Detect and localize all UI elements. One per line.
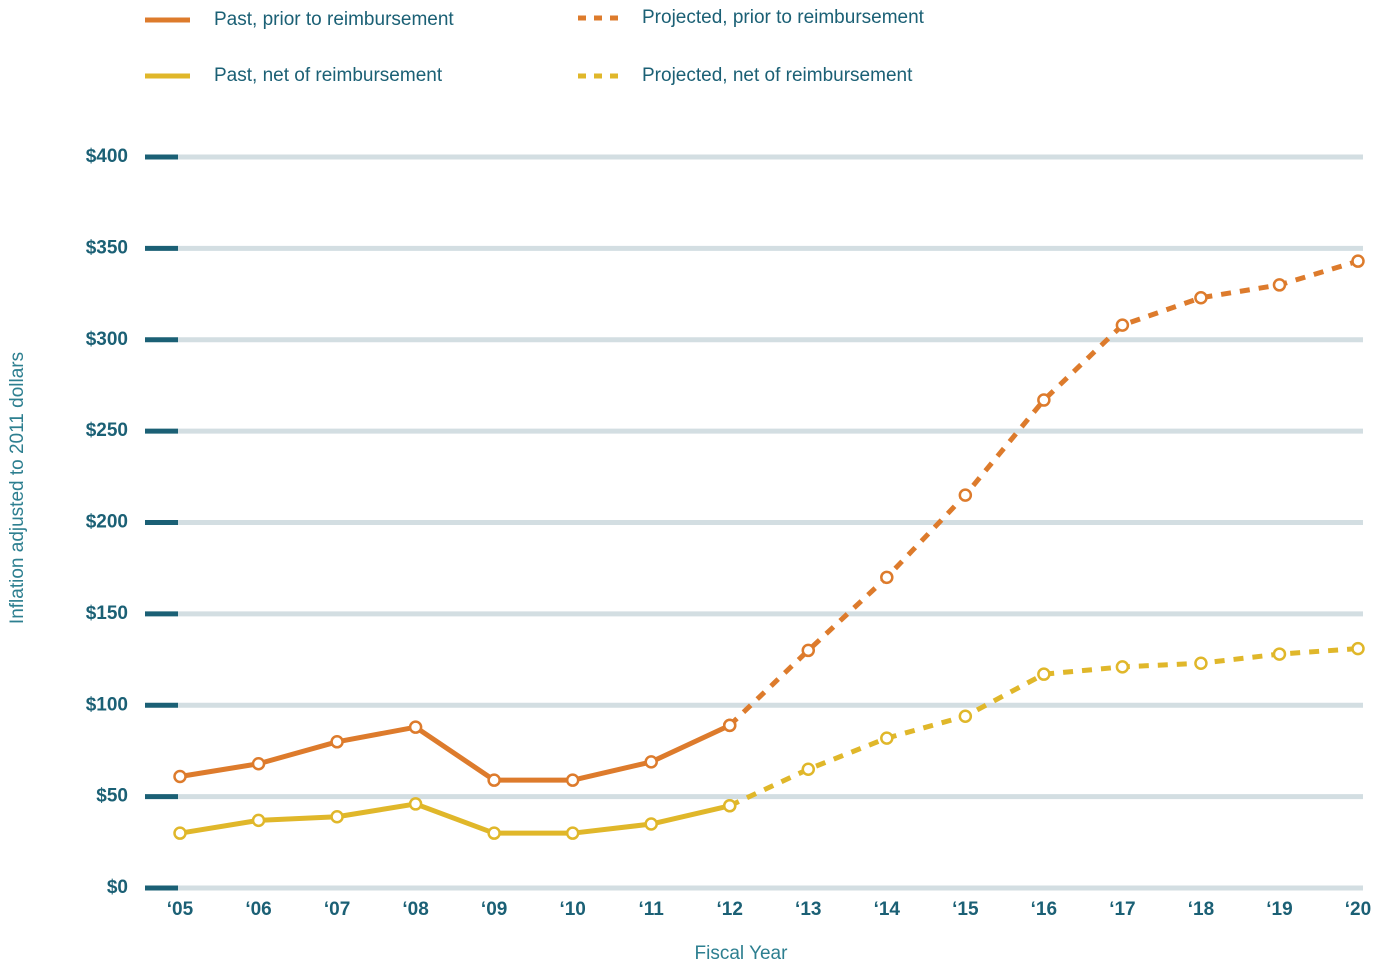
x-tick-label: ‘17 — [1109, 899, 1135, 920]
legend-label: Past, prior to reimbursement — [214, 9, 454, 30]
x-tick-label: ‘05 — [167, 899, 194, 920]
point-marker — [880, 731, 894, 745]
point-marker — [1272, 647, 1287, 661]
legend-label: Projected, prior to reimbursement — [642, 7, 925, 28]
y-tick-label: $300 — [86, 329, 128, 350]
point-marker — [1115, 318, 1130, 332]
x-tick-label: ‘10 — [559, 899, 585, 920]
point-marker — [801, 762, 816, 776]
point-marker — [1037, 667, 1051, 681]
point-marker — [251, 756, 266, 771]
point-marker — [1351, 254, 1365, 268]
point-marker — [408, 720, 423, 734]
x-tick-label: ‘20 — [1345, 899, 1371, 920]
series-line — [179, 723, 731, 783]
y-tick-label: $400 — [86, 146, 128, 167]
y-tick-label: $0 — [107, 877, 128, 898]
point-marker — [1351, 641, 1365, 656]
point-marker — [722, 799, 737, 813]
y-axis-title: Inflation adjusted to 2011 dollars — [7, 352, 28, 624]
point-marker — [565, 826, 580, 840]
y-tick-label: $350 — [86, 237, 128, 258]
series-line — [728, 258, 1359, 728]
point-marker — [330, 735, 344, 749]
x-axis-title: Fiscal Year — [695, 943, 789, 964]
x-tick-label: ‘15 — [952, 899, 979, 920]
point-marker — [1115, 660, 1130, 674]
point-marker — [644, 817, 658, 831]
series-line — [728, 646, 1359, 809]
x-tick-label: ‘12 — [717, 899, 743, 920]
y-tick-label: $250 — [86, 420, 128, 441]
point-marker — [1194, 656, 1208, 670]
point-marker — [330, 809, 344, 824]
point-marker — [408, 797, 423, 811]
point-marker — [958, 488, 973, 502]
point-marker — [251, 813, 266, 828]
point-marker — [1194, 290, 1208, 305]
x-tick-label: ‘16 — [1031, 899, 1057, 920]
x-tick-label: ‘06 — [245, 899, 271, 920]
y-tick-label: $150 — [86, 603, 128, 624]
x-tick-label: ‘19 — [1266, 899, 1292, 920]
point-marker — [644, 755, 658, 769]
point-marker — [722, 718, 737, 733]
series-line — [179, 801, 731, 836]
legend-label: Past, net of reimbursement — [214, 65, 443, 86]
point-marker — [1037, 393, 1051, 407]
x-tick-label: ‘11 — [639, 899, 665, 920]
x-tick-label: ‘13 — [795, 899, 821, 920]
x-tick-label: ‘08 — [402, 899, 428, 920]
x-tick-label: ‘14 — [874, 899, 901, 920]
point-marker — [487, 826, 501, 840]
x-tick-label: ‘18 — [1188, 899, 1214, 920]
point-marker — [1272, 278, 1287, 292]
legend-label: Projected, net of reimbursement — [642, 65, 913, 86]
point-marker — [173, 769, 187, 784]
y-tick-label: $50 — [96, 786, 128, 807]
point-marker — [565, 773, 580, 787]
point-marker — [173, 826, 187, 840]
point-marker — [801, 643, 816, 658]
point-marker — [958, 709, 973, 723]
point-marker — [880, 570, 894, 585]
x-tick-label: ‘09 — [481, 899, 507, 920]
y-tick-label: $100 — [86, 694, 128, 715]
y-tick-label: $200 — [86, 512, 128, 533]
point-marker — [487, 773, 501, 787]
x-tick-label: ‘07 — [324, 899, 350, 920]
